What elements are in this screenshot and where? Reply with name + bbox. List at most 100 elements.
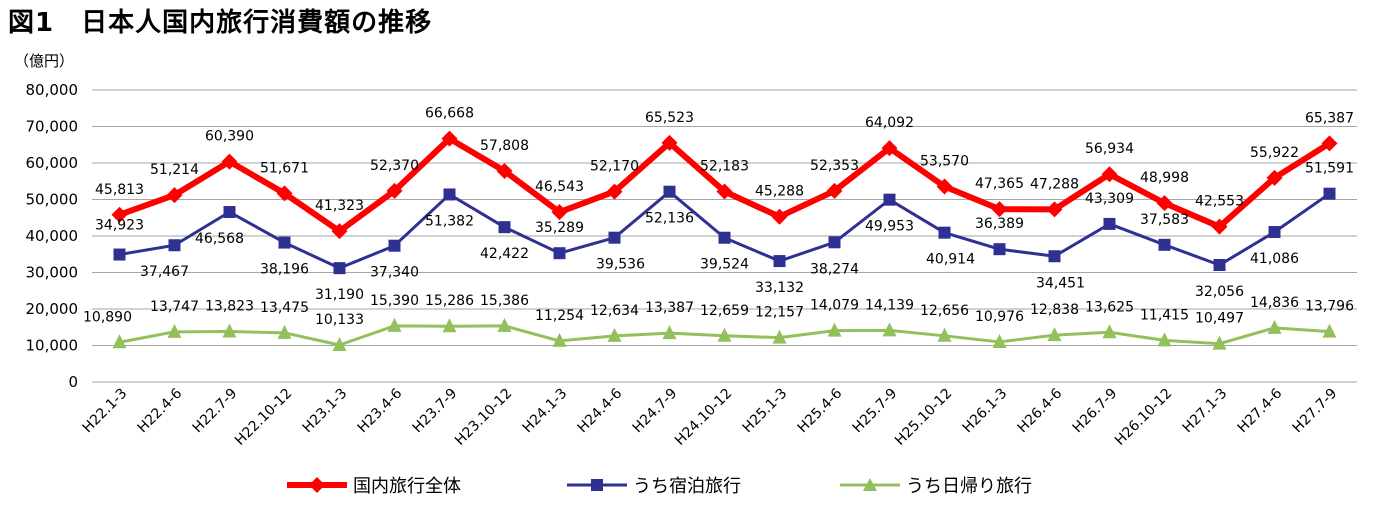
data-point-daytrip — [1047, 327, 1062, 342]
data-point-total — [111, 206, 128, 223]
data-label-daytrip: 12,659 — [700, 303, 749, 319]
data-label-daytrip: 13,747 — [150, 299, 199, 315]
data-point-overnight — [773, 255, 786, 268]
x-tick-label: H26.10-12 — [1112, 386, 1175, 449]
x-tick-label: H22.10-12 — [232, 386, 295, 449]
legend-item-daytrip: うち日帰り旅行 — [838, 470, 1032, 500]
y-tick-label: 20,000 — [26, 300, 79, 318]
data-label-overnight: 39,536 — [596, 257, 645, 273]
data-point-overnight — [828, 236, 841, 249]
data-point-overnight — [278, 236, 291, 249]
data-point-daytrip — [882, 322, 897, 337]
data-point-total — [1266, 169, 1283, 186]
data-label-overnight: 39,524 — [700, 257, 749, 273]
data-point-total — [1156, 195, 1173, 212]
data-label-daytrip: 10,497 — [1195, 311, 1244, 327]
x-tick-label: H25.1-3 — [740, 386, 791, 437]
data-label-overnight: 49,953 — [865, 219, 914, 235]
data-label-daytrip: 11,415 — [1140, 307, 1189, 323]
data-label-total: 55,922 — [1250, 145, 1299, 161]
data-point-overnight — [113, 248, 126, 261]
data-point-total — [1321, 135, 1338, 152]
data-point-daytrip — [442, 318, 457, 333]
x-tick-label: H25.4-6 — [795, 385, 846, 436]
x-tick-label: H22.4-6 — [135, 385, 186, 436]
data-point-daytrip — [607, 327, 622, 342]
data-label-overnight: 36,389 — [975, 216, 1024, 232]
data-point-daytrip — [717, 327, 732, 342]
x-tick-label: H25.7-9 — [850, 386, 901, 437]
data-point-daytrip — [827, 322, 842, 337]
data-point-overnight — [498, 221, 511, 234]
data-point-overnight — [608, 231, 621, 244]
x-tick-label: H22.7-9 — [190, 386, 241, 437]
x-tick-label: H25.10-12 — [892, 386, 955, 449]
data-point-total — [496, 163, 513, 180]
data-point-overnight — [443, 188, 456, 201]
data-label-overnight: 32,056 — [1195, 284, 1244, 300]
data-point-total — [936, 178, 953, 195]
legend-marker-overnight — [567, 479, 627, 491]
legend-item-total: 国内旅行全体 — [285, 470, 461, 500]
data-label-daytrip: 15,386 — [480, 293, 529, 309]
data-point-daytrip — [387, 317, 402, 332]
data-point-daytrip — [1212, 335, 1227, 350]
data-label-total: 57,808 — [480, 138, 529, 154]
data-point-overnight — [553, 247, 566, 260]
data-label-overnight: 51,382 — [425, 213, 474, 229]
y-axis-unit-label: （億円） — [14, 52, 75, 70]
data-point-total — [771, 208, 788, 225]
x-tick-label: H26.1-3 — [960, 386, 1011, 437]
data-label-daytrip: 13,475 — [260, 300, 309, 316]
data-label-daytrip: 12,157 — [755, 305, 804, 321]
data-label-total: 66,668 — [425, 106, 474, 122]
data-point-daytrip — [552, 332, 567, 347]
data-point-overnight — [1048, 250, 1061, 263]
data-point-daytrip — [1157, 332, 1172, 347]
data-label-overnight: 40,914 — [926, 252, 975, 268]
data-label-daytrip: 13,823 — [205, 299, 254, 315]
data-point-daytrip — [332, 337, 347, 352]
data-label-daytrip: 12,634 — [590, 303, 639, 319]
chart-legend: 国内旅行全体 うち宿泊旅行 うち日帰り旅行 — [0, 470, 1389, 500]
data-label-total: 42,553 — [1195, 194, 1244, 210]
y-tick-label: 70,000 — [26, 118, 79, 136]
data-point-overnight — [1323, 187, 1336, 200]
data-label-overnight: 43,309 — [1085, 191, 1134, 207]
data-point-overnight — [1158, 238, 1171, 251]
legend-item-overnight: うち宿泊旅行 — [565, 470, 741, 500]
data-label-overnight: 37,340 — [370, 265, 419, 281]
data-label-total: 45,288 — [755, 184, 804, 200]
line-chart: 0 10,000 20,000 30,000 40,000 50,000 60,000 70,… — [26, 81, 1357, 449]
data-point-daytrip — [112, 334, 127, 349]
x-tick-label: H26.7-9 — [1070, 386, 1121, 437]
data-label-total: 46,543 — [535, 179, 584, 195]
data-label-total: 65,523 — [645, 110, 694, 126]
data-label-daytrip: 13,625 — [1085, 299, 1134, 315]
data-label-total: 60,390 — [205, 129, 254, 145]
data-label-daytrip: 12,838 — [1030, 302, 1079, 318]
data-label-total: 47,288 — [1030, 176, 1079, 192]
legend-label-daytrip: うち日帰り旅行 — [906, 476, 1032, 497]
data-label-total: 53,570 — [920, 153, 969, 169]
data-point-total — [1046, 201, 1063, 218]
data-point-overnight — [1268, 226, 1281, 239]
data-point-total — [551, 204, 568, 221]
data-point-total — [716, 183, 733, 200]
data-point-total — [166, 187, 183, 204]
data-point-daytrip — [1322, 323, 1337, 338]
y-tick-label: 80,000 — [26, 81, 79, 99]
data-label-overnight: 35,289 — [535, 220, 584, 236]
data-label-daytrip: 13,387 — [645, 300, 694, 316]
data-point-overnight — [938, 226, 951, 239]
data-point-overnight — [663, 185, 676, 198]
data-label-overnight: 41,086 — [1250, 251, 1299, 267]
data-label-total: 56,934 — [1085, 141, 1134, 157]
x-tick-label: H24.1-3 — [520, 386, 571, 437]
data-point-overnight — [883, 193, 896, 206]
data-point-total — [221, 153, 238, 170]
data-label-overnight: 33,132 — [755, 280, 804, 296]
data-point-daytrip — [662, 325, 677, 340]
data-label-total: 51,671 — [260, 160, 309, 176]
data-label-overnight: 42,422 — [480, 246, 529, 262]
